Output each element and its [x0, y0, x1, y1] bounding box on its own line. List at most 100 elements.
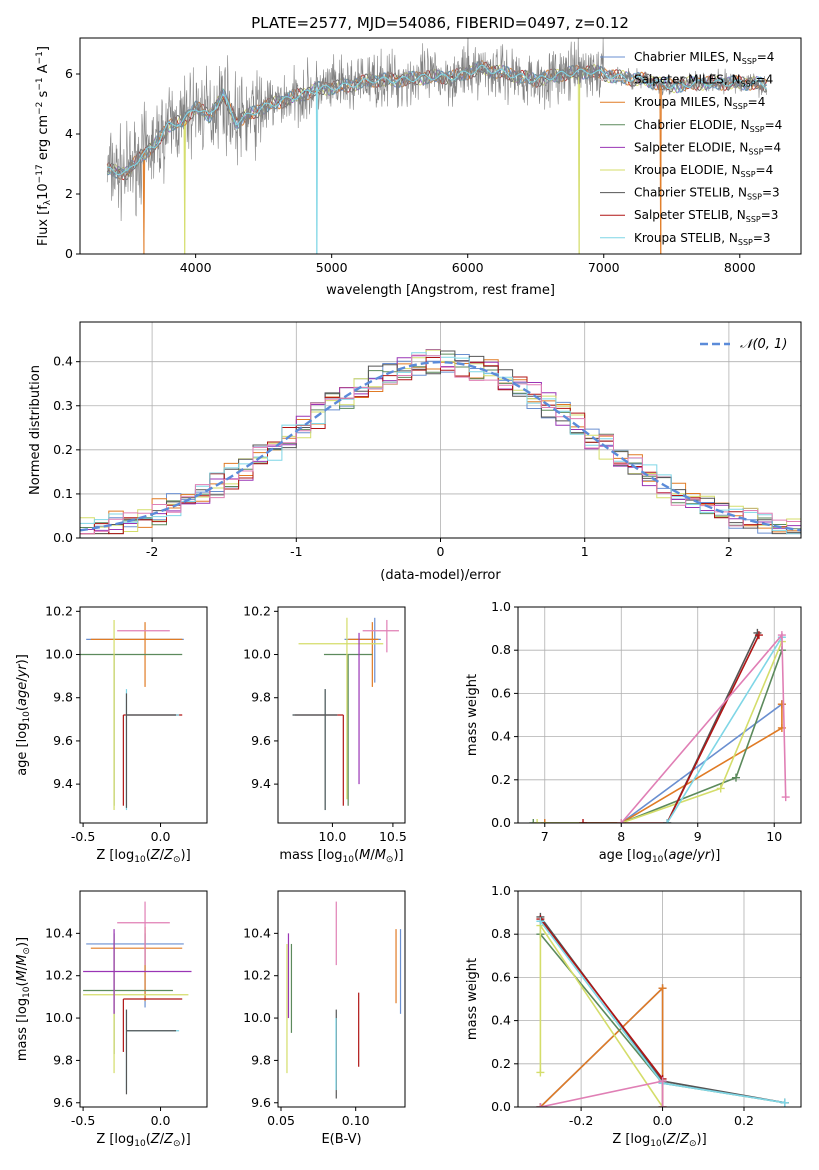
- axes-frame: [277, 606, 406, 824]
- y-axis-label: Flux [fλ10−17 erg cm−2 s−1 A−1]: [35, 46, 53, 246]
- point-marker: [663, 819, 672, 823]
- plot-content: [83, 901, 192, 1095]
- point-marker: [780, 1098, 789, 1107]
- y-axis-label: mass [log10(M/M⊙)]: [15, 937, 32, 1061]
- legend-entry: Kroupa STELIB, NSSP=3: [634, 231, 771, 247]
- y-tick-label: 0.2: [491, 1056, 511, 1071]
- point-marker: [536, 1103, 545, 1107]
- y-tick-label: 9.8: [53, 690, 73, 705]
- y-tick-label: 10.2: [45, 603, 73, 618]
- x-axis-label: (data-model)/error: [380, 568, 501, 583]
- y-tick-label: 1.0: [491, 599, 511, 614]
- y-tick-label: 9.6: [251, 733, 271, 748]
- y-tick-label: 0.2: [53, 442, 73, 457]
- x-tick-label: -2: [146, 544, 158, 559]
- y-tick-label: 0.1: [53, 486, 73, 501]
- figure-title: PLATE=2577, MJD=54086, FIBERID=0497, z=0…: [251, 14, 629, 32]
- normal-fit-curve: [80, 360, 801, 532]
- x-tick-label: 0.2: [734, 1113, 754, 1128]
- legend-entry: Salpeter STELIB, NSSP=3: [634, 208, 778, 224]
- y-tick-label: 9.4: [251, 776, 271, 791]
- weight-line-kroupa-miles: [544, 704, 783, 823]
- y-tick-label: 10.0: [45, 647, 73, 662]
- panel-mass_vs_EBV: 0.05 0.10 9.6 9.8 10.0 10.2 10.4 E(B-V): [243, 890, 406, 1147]
- weight-line-kroupa-elodie: [537, 641, 783, 823]
- point-marker: [777, 700, 786, 709]
- x-tick-label: 10: [766, 829, 782, 844]
- panel-mass_vs_Z: -0.5 0.0 9.6 9.8 10.0 10.2 10.4 Z [log10(Z/Z⊙)]…: [15, 890, 208, 1149]
- plot-content: [536, 912, 789, 1107]
- legend-entry: 𝒩(0, 1): [740, 337, 787, 352]
- legend: Chabrier MILES, NSSP=4 Salpeter MILES, NS…: [600, 50, 782, 247]
- y-tick-label: 2: [65, 186, 73, 201]
- axes-frame: [517, 890, 802, 1108]
- y-tick-label: 9.6: [53, 1095, 73, 1110]
- y-tick-label: 10.0: [243, 647, 271, 662]
- point-marker: [777, 631, 786, 640]
- y-tick-label: 1.0: [491, 883, 511, 898]
- weight-line-chabrier-miles: [544, 703, 783, 823]
- x-axis-label: E(B-V): [321, 1132, 361, 1147]
- legend: 𝒩(0, 1): [700, 337, 787, 352]
- legend-entry: Kroupa ELODIE, NSSP=4: [634, 163, 773, 179]
- y-axis-label: Normed distribution: [28, 365, 43, 495]
- y-tick-label: 10.0: [45, 1010, 73, 1025]
- weight-line-salpeter-stelib: [539, 918, 664, 1080]
- x-tick-label: -0.2: [569, 1113, 593, 1128]
- panel-residual_histogram: -2 -1 0 1 2 0.0 0.1 0.2 0.3 0.4 (data-model)/error…: [28, 321, 802, 583]
- y-tick-label: 6: [65, 66, 73, 81]
- y-tick-label: 4: [65, 126, 73, 141]
- y-tick-label: 0.2: [491, 772, 511, 787]
- panel-age_vs_mass: 10.0 10.5 9.4 9.6 9.8 10.0 10.2 mass [log10(M/M…: [243, 603, 407, 865]
- axes-frame: [79, 890, 208, 1108]
- x-tick-label: 8: [617, 829, 625, 844]
- y-tick-label: 0.3: [53, 398, 73, 413]
- x-tick-label: 4000: [180, 260, 212, 275]
- axes-frame: [517, 606, 802, 824]
- x-tick-label: 0: [437, 544, 445, 559]
- x-axis-label: mass [log10(M/M⊙)]: [279, 848, 403, 865]
- point-marker: [658, 984, 667, 993]
- y-tick-label: 10.4: [45, 925, 73, 940]
- y-tick-label: 0: [65, 246, 73, 261]
- x-axis-label: age [log10(age/yr)]: [599, 848, 721, 865]
- plot-content: [80, 349, 801, 538]
- x-axis-label: Z [log10(Z/Z⊙)]: [612, 1132, 706, 1149]
- point-marker: [536, 917, 545, 926]
- x-tick-label: -1: [290, 544, 302, 559]
- x-tick-label: 0.10: [342, 1113, 370, 1128]
- point-marker: [658, 1103, 667, 1107]
- y-tick-label: 10.2: [45, 968, 73, 983]
- x-tick-label: 7000: [588, 260, 620, 275]
- panel-spectrum: 4000 5000 6000 7000 8000 0 2 4 6 wavelength [Angs…: [35, 37, 802, 298]
- legend-entry: Salpeter MILES, NSSP=4: [634, 73, 773, 89]
- legend-entry: Chabrier STELIB, NSSP=3: [634, 186, 780, 202]
- x-tick-label: 5000: [316, 260, 348, 275]
- panel-mass_weight_vs_Z: -0.2 0.0 0.2 0.0 0.2 0.4 0.6 0.8 1.0 mass weight Z…: [465, 883, 802, 1149]
- y-tick-label: 9.6: [251, 1095, 271, 1110]
- point-marker: [540, 819, 549, 823]
- x-axis-label: Z [log10(Z/Z⊙)]: [96, 848, 190, 865]
- x-tick-label: 0.05: [267, 1113, 295, 1128]
- point-marker: [579, 819, 588, 823]
- x-tick-label: 10.5: [379, 829, 407, 844]
- axes-frame: [277, 890, 406, 1108]
- y-tick-label: 10.2: [243, 968, 271, 983]
- y-tick-label: 10.0: [243, 1010, 271, 1025]
- y-tick-label: 9.4: [53, 776, 73, 791]
- x-tick-label: 0.0: [151, 1113, 171, 1128]
- x-tick-label: -0.5: [71, 1113, 95, 1128]
- panel-mass_weight_vs_age: 7 8 9 10 0.0 0.2 0.4 0.6 0.8 1.0 mass weight age [l…: [465, 599, 802, 865]
- point-marker: [536, 1068, 545, 1077]
- x-tick-label: 0.0: [151, 829, 171, 844]
- y-tick-label: 0.6: [491, 969, 511, 984]
- y-tick-label: 0.4: [491, 1013, 511, 1028]
- point-marker: [658, 1077, 667, 1086]
- weight-line-kroupa-stelib: [666, 636, 783, 823]
- legend-entry: Kroupa MILES, NSSP=4: [634, 95, 765, 111]
- plot-content: [286, 901, 402, 1099]
- point-marker: [781, 793, 790, 802]
- x-tick-label: -0.5: [71, 829, 95, 844]
- y-axis-label: age [log10(age/yr)]: [15, 654, 32, 776]
